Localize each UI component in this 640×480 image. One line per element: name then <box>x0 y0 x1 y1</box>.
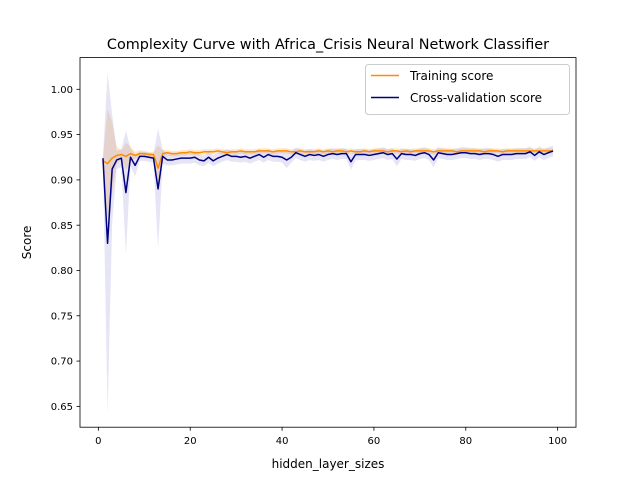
plot-frame <box>79 57 577 428</box>
x-tick-label: 20 <box>184 436 197 447</box>
confidence-bands <box>102 73 554 414</box>
legend-cv-label: Cross-validation score <box>410 91 542 105</box>
y-tick-label: 0.85 <box>51 221 73 232</box>
training-score-line <box>102 150 554 169</box>
y-tick-label: 0.80 <box>51 266 73 277</box>
y-tick-label: 0.75 <box>51 311 73 322</box>
x-axis: 0 20 40 60 80 100 <box>95 427 567 447</box>
x-axis-label: hidden_layer_sizes <box>272 457 385 471</box>
x-tick-label: 100 <box>548 436 567 447</box>
legend-box <box>365 64 570 115</box>
x-tick-label: 60 <box>368 436 381 447</box>
legend-training-label: Training score <box>409 69 493 83</box>
score-lines <box>102 150 554 245</box>
y-axis: 0.65 0.70 0.75 0.80 0.85 0.90 0.95 1.00 <box>51 85 80 413</box>
x-tick-label: 80 <box>459 436 472 447</box>
x-tick-label: 0 <box>95 436 101 447</box>
y-tick-label: 0.90 <box>51 175 73 186</box>
cross-validation-score-band <box>102 73 554 414</box>
y-tick-label: 0.95 <box>51 130 73 141</box>
legend: Training score Cross-validation score <box>365 64 570 115</box>
cross-validation-score-line <box>102 150 554 245</box>
y-tick-label: 0.70 <box>51 357 73 368</box>
x-tick-label: 40 <box>276 436 289 447</box>
y-tick-label: 1.00 <box>51 85 73 96</box>
chart-title: Complexity Curve with Africa_Crisis Neur… <box>107 37 549 53</box>
y-axis-label: Score <box>20 226 34 260</box>
plot-area <box>80 57 576 428</box>
y-tick-label: 0.65 <box>51 402 73 413</box>
